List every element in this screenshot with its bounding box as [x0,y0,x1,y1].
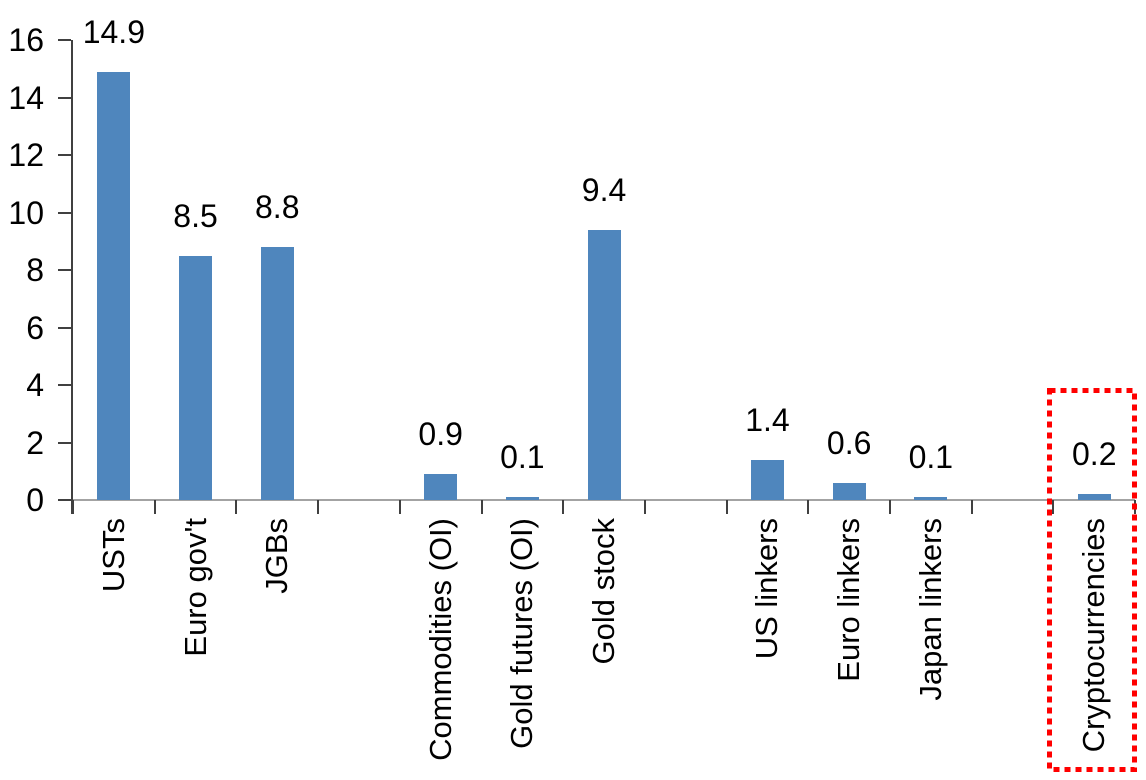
bar-value-label: 0.1 [500,439,545,476]
bar [179,255,213,500]
bar [750,459,784,500]
category-label: Commodities (OI) [422,518,458,761]
bar [1077,494,1111,500]
bar-value-label: 0.6 [826,424,872,461]
x-tick [889,500,891,514]
bar-value-label: 0.1 [908,439,954,476]
category-label: Japan linkers [912,518,948,701]
category-label: Euro gov't [177,518,213,657]
bar-value-label: 14.9 [82,13,145,50]
y-tick [58,384,71,386]
y-tick [58,499,71,501]
bar [914,497,948,500]
y-tick-label: 2 [26,424,44,461]
bar [832,482,866,500]
y-tick-label: 16 [8,22,44,58]
category-label: Gold stock [586,518,622,665]
y-tick-label: 10 [8,194,44,231]
x-axis-baseline [73,499,1136,501]
y-tick [58,326,71,329]
x-tick [643,500,646,514]
y-tick-label: 0 [26,482,44,518]
y-tick-label: 6 [26,309,44,346]
x-tick [398,500,401,514]
x-tick [317,500,320,514]
y-tick-label: 4 [26,367,44,403]
x-tick [480,500,483,514]
y-tick [58,441,71,444]
x-tick [235,500,238,514]
y-tick [58,96,71,99]
highlight-box-outline [1047,388,1137,772]
category-label: JGBs [259,518,295,594]
x-tick [1052,500,1055,514]
highlight-box [1047,388,1137,772]
bar-value-label: 1.4 [745,401,790,438]
category-label: US linkers [749,518,785,660]
category-label: Euro linkers [831,518,867,682]
bar [587,229,621,500]
y-tick-label: 14 [8,79,44,116]
y-tick-label: 8 [26,252,44,288]
x-tick [725,500,728,514]
y-tick [58,211,71,214]
bar [424,474,458,500]
x-tick [970,500,973,514]
bar [97,71,131,500]
x-tick [562,500,565,514]
y-tick [58,39,71,41]
bar-value-label: 9.4 [581,171,627,208]
category-label: Gold futures (OI) [504,518,540,749]
category-label: USTs [95,518,131,593]
x-tick [807,500,810,514]
bar-value-label: 8.5 [173,197,218,234]
x-tick [72,500,74,514]
bar [260,247,294,500]
y-axis-line [71,40,73,514]
x-tick [153,500,156,514]
y-tick-label: 12 [8,137,44,173]
y-tick [58,154,71,156]
bar-value-label: 0.2 [1072,436,1117,473]
bar [505,497,539,500]
bar-value-label: 8.8 [255,189,300,225]
y-tick [58,269,71,271]
bar-value-label: 0.9 [418,416,463,453]
